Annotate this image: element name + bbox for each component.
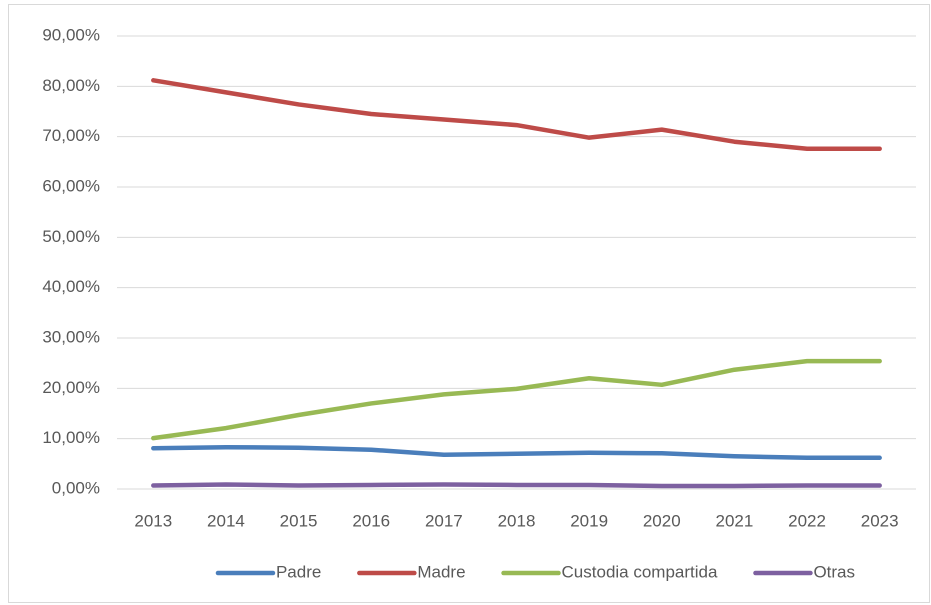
y-tick-label: 90,00% xyxy=(42,25,100,44)
x-tick-label: 2020 xyxy=(643,511,681,530)
y-tick-label: 0,00% xyxy=(52,478,100,497)
series-line xyxy=(151,482,882,489)
legend-label: Custodia compartida xyxy=(562,562,718,581)
y-tick-label: 30,00% xyxy=(42,327,100,346)
x-tick-label: 2016 xyxy=(352,511,390,530)
x-tick-label: 2018 xyxy=(498,511,536,530)
series-line xyxy=(151,78,882,151)
y-tick-label: 80,00% xyxy=(42,76,100,95)
x-tick-label: 2023 xyxy=(861,511,899,530)
y-tick-label: 70,00% xyxy=(42,126,100,145)
chart-frame xyxy=(8,4,930,603)
y-tick-label: 10,00% xyxy=(42,428,100,447)
legend-label: Padre xyxy=(276,562,321,581)
y-tick-label: 40,00% xyxy=(42,277,100,296)
series-line xyxy=(151,444,882,461)
x-tick-label: 2013 xyxy=(134,511,172,530)
x-tick-label: 2019 xyxy=(570,511,608,530)
x-tick-label: 2015 xyxy=(280,511,318,530)
y-tick-label: 50,00% xyxy=(42,227,100,246)
legend-label: Otras xyxy=(813,562,855,581)
x-tick-label: 2017 xyxy=(425,511,463,530)
y-tick-label: 60,00% xyxy=(42,176,100,195)
legend-label: Madre xyxy=(417,562,465,581)
x-tick-label: 2021 xyxy=(715,511,753,530)
x-tick-label: 2014 xyxy=(207,511,245,530)
series-line xyxy=(151,358,882,441)
x-tick-label: 2022 xyxy=(788,511,826,530)
y-tick-label: 20,00% xyxy=(42,378,100,397)
